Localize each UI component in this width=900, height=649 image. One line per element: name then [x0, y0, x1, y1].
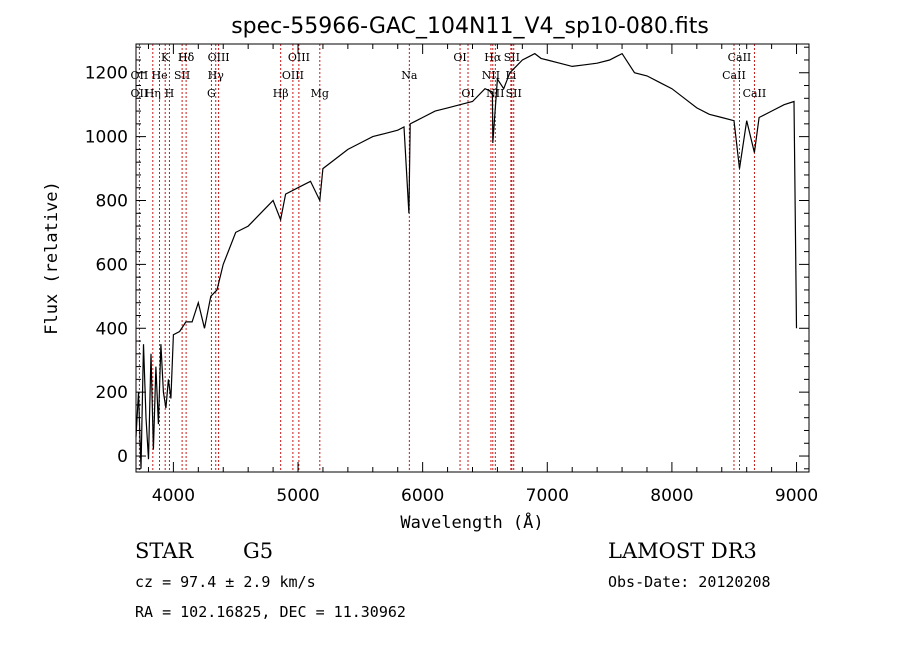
x-tick-label: 4000 — [152, 486, 195, 506]
spectral-line-label: K — [161, 51, 170, 64]
spectral-line-label: OIII — [282, 69, 304, 82]
y-tick-label: 400 — [96, 319, 128, 339]
spectral-line-label: Hδ — [178, 51, 195, 64]
spectral-line-label: OIII — [288, 51, 310, 64]
spectral-line-label: Hβ — [273, 87, 289, 100]
series-line-flux — [135, 52, 798, 469]
y-tick-label: 600 — [96, 255, 128, 275]
spectral-line-label: CaII — [728, 51, 752, 64]
spectral-line-label: OI — [453, 51, 466, 64]
plot-frame — [135, 43, 810, 473]
object-subclass: G5 — [243, 539, 274, 563]
survey-name: LAMOST DR3 — [608, 539, 757, 563]
spectral-line-label: Li — [505, 69, 516, 82]
x-tick-label: 9000 — [775, 486, 818, 506]
y-tick-label: 800 — [96, 192, 128, 212]
y-axis: 0 200 400 600 800 1000 1200 — [85, 46, 809, 470]
spectral-line-label: CaII — [743, 87, 767, 100]
y-tick-label: 200 — [96, 383, 128, 403]
x-tick-label: 7000 — [526, 486, 569, 506]
spectral-line-label: H — [165, 87, 175, 100]
spectral-line-label: Hη — [145, 87, 161, 100]
spectral-line-label: Na — [401, 69, 418, 82]
x-axis: 4000 5000 6000 7000 8000 9000 — [147, 44, 818, 506]
spectral-line-label: SII — [504, 51, 520, 64]
x-axis-label: Wavelength (Å) — [400, 511, 543, 533]
spectral-line-label: Hγ — [208, 69, 225, 82]
y-axis-label: Flux (relative) — [42, 181, 62, 335]
coordinates: RA = 102.16825, DEC = 11.30962 — [135, 603, 406, 621]
spectral-line-label: SII — [174, 69, 190, 82]
object-class: STAR — [135, 539, 194, 563]
y-tick-label: 1200 — [85, 64, 128, 84]
x-tick-label: 8000 — [650, 486, 693, 506]
spectral-line-label: Mg — [311, 87, 329, 100]
x-tick-label: 6000 — [401, 486, 444, 506]
spectral-line-label: NII — [486, 87, 504, 100]
spectral-line-label: OII — [131, 87, 149, 100]
spectral-line-label: Hα — [484, 51, 502, 64]
spectral-line-label: He — [152, 69, 168, 82]
chart-title: spec-55966-GAC_104N11_V4_sp10-080.fits — [231, 14, 709, 39]
spectral-line-label: OII — [131, 69, 149, 82]
y-tick-label: 1000 — [85, 128, 128, 148]
y-tick-label: 0 — [117, 447, 128, 467]
spectral-line-label: SII — [506, 87, 522, 100]
spectral-line-label: CaII — [722, 69, 746, 82]
x-tick-label: 5000 — [276, 486, 319, 506]
spectral-line-label: OI — [461, 87, 474, 100]
spectral-line-label: G — [207, 87, 216, 100]
obs-date: Obs-Date: 20120208 — [608, 573, 771, 591]
redshift-text: cz = 97.4 ± 2.9 km/s — [135, 573, 316, 591]
spectral-line-label: OIII — [208, 51, 230, 64]
